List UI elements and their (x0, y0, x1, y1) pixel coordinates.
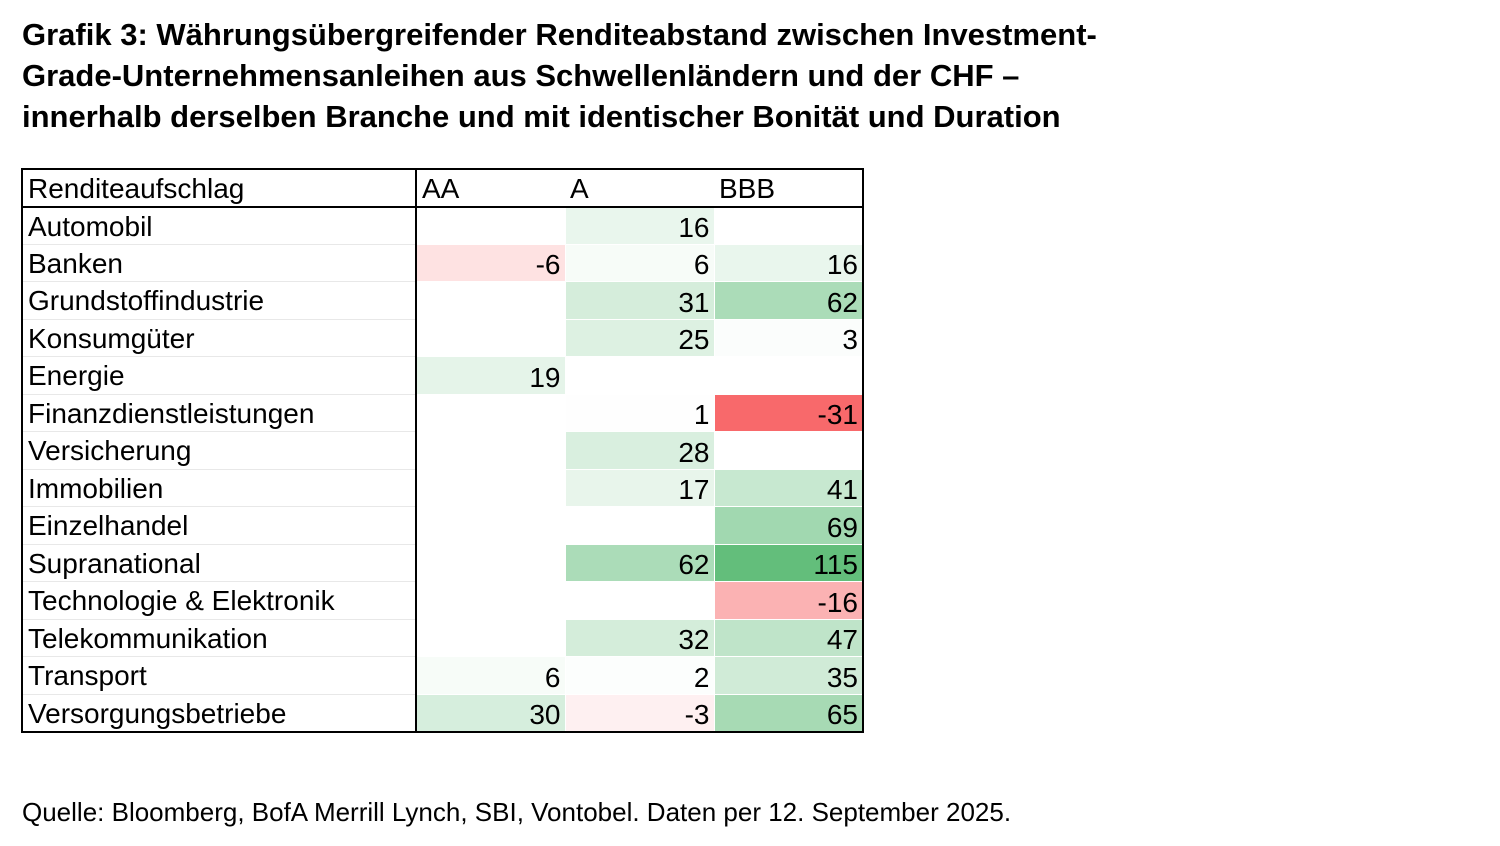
table-row: Energie 19 (22, 356, 863, 395)
row-label: Technologie & Elektronik (22, 581, 417, 620)
heatmap-cell-a: 1 (564, 394, 714, 432)
heatmap-cell-a (564, 581, 714, 620)
table-row: Versorgungsbetriebe 30 -3 65 (22, 694, 863, 732)
heatmap-cell-a: 32 (564, 619, 714, 657)
table-row: Supranational 62 115 (22, 544, 863, 582)
heatmap-cell-bbb: 62 (713, 281, 863, 320)
heatmap-cell-a: -3 (564, 694, 714, 732)
heatmap-cell-aa (415, 619, 565, 657)
heatmap-cell-bbb: 115 (713, 544, 863, 582)
table-row: Einzelhandel 69 (22, 506, 863, 545)
heatmap-cell-bbb: 3 (713, 319, 863, 357)
heatmap-cell-aa: -6 (415, 244, 565, 282)
heatmap-cell-aa (415, 431, 565, 470)
heatmap-cell-a: 31 (564, 281, 714, 320)
heatmap-cell-aa (415, 281, 565, 320)
heatmap-cell-bbb: -31 (713, 394, 863, 432)
table-row: Automobil 16 (22, 206, 863, 245)
table-row: Immobilien 17 41 (22, 469, 863, 507)
row-label: Versicherung (22, 431, 417, 470)
row-label: Einzelhandel (22, 506, 417, 545)
heatmap-cell-bbb: -16 (713, 581, 863, 620)
table-row: Konsumgüter 25 3 (22, 319, 863, 357)
heatmap-cell-bbb: 35 (713, 656, 863, 695)
heatmap-cell-bbb: 65 (713, 694, 863, 732)
heatmap-table: Renditeaufschlag AA A BBB Automobil 16 Ban… (21, 168, 864, 733)
chart-title-line-1: Grafik 3: Währungsübergreifender Rendite… (22, 17, 1097, 52)
row-label: Finanzdienstleistungen (22, 394, 417, 432)
heatmap-cell-aa (415, 506, 565, 545)
heatmap-cell-bbb: 16 (713, 244, 863, 282)
chart-title: Grafik 3: Währungsübergreifender Rendite… (22, 14, 1322, 137)
heatmap-cell-bbb: 41 (713, 469, 863, 507)
heatmap-cell-bbb: 69 (713, 506, 863, 545)
heatmap-cell-aa (415, 394, 565, 432)
heatmap-cell-a: 17 (564, 469, 714, 507)
table-row: Transport 6 2 35 (22, 656, 863, 695)
source-note: Quelle: Bloomberg, BofA Merrill Lynch, S… (22, 797, 1012, 827)
table-row: Telekommunikation 32 47 (22, 619, 863, 657)
heatmap-cell-bbb (713, 206, 863, 245)
chart-title-line-2: Grade-Unternehmensanleihen aus Schwellen… (22, 58, 1020, 93)
row-label: Energie (22, 356, 417, 395)
heatmap-cell-bbb (713, 431, 863, 470)
corner-header: Renditeaufschlag (22, 169, 417, 208)
heatmap-cell-a: 2 (564, 656, 714, 695)
row-label: Konsumgüter (22, 319, 417, 357)
heatmap-cell-a: 62 (564, 544, 714, 582)
row-label: Banken (22, 244, 417, 282)
heatmap-cell-aa (415, 206, 565, 245)
header-row: Renditeaufschlag AA A BBB (22, 169, 863, 208)
heatmap-cell-a: 25 (564, 319, 714, 357)
row-label: Immobilien (22, 469, 417, 507)
column-header-aa: AA (416, 169, 565, 208)
heatmap-cell-aa (415, 319, 565, 357)
heatmap-cell-a (564, 356, 714, 395)
heatmap-cell-aa (415, 544, 565, 582)
heatmap-cell-aa: 6 (415, 656, 565, 695)
row-label: Supranational (22, 544, 417, 582)
table-row: Finanzdienstleistungen 1 -31 (22, 394, 863, 432)
row-label: Transport (22, 656, 417, 695)
heatmap-cell-a: 16 (564, 206, 714, 245)
column-header-bbb: BBB (714, 169, 863, 208)
column-header-a: A (565, 169, 714, 208)
table-row: Versicherung 28 (22, 431, 863, 470)
heatmap-cell-aa (415, 469, 565, 507)
heatmap-cell-aa (415, 581, 565, 620)
row-label: Telekommunikation (22, 619, 417, 657)
table-row: Banken -6 6 16 (22, 244, 863, 282)
heatmap-cell-bbb: 47 (713, 619, 863, 657)
heatmap-cell-a: 28 (564, 431, 714, 470)
heatmap-cell-aa: 30 (415, 694, 565, 732)
heatmap-cell-bbb (713, 356, 863, 395)
row-label: Automobil (22, 206, 417, 245)
row-label: Versorgungsbetriebe (22, 694, 417, 732)
heatmap-body: Automobil 16 Banken -6 6 16 Grundstoffindustri… (22, 206, 863, 732)
heatmap-cell-a: 6 (564, 244, 714, 282)
row-label: Grundstoffindustrie (22, 281, 417, 320)
table-row: Grundstoffindustrie 31 62 (22, 281, 863, 320)
heatmap-cell-aa: 19 (415, 356, 565, 395)
table-row: Technologie & Elektronik -16 (22, 581, 863, 620)
chart-title-line-3: innerhalb derselben Branche und mit iden… (22, 99, 1061, 134)
heatmap-cell-a (564, 506, 714, 545)
